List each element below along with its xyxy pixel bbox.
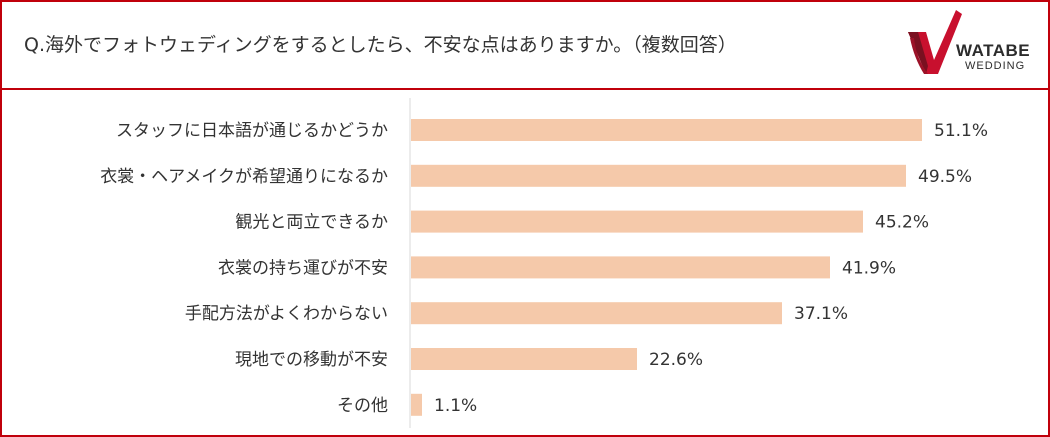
value-label: 51.1% <box>934 121 988 141</box>
category-label: 衣裳の持ち運びが不安 <box>218 258 388 278</box>
bar <box>411 302 782 325</box>
bar <box>411 393 422 416</box>
logo-subtext: WEDDING <box>965 60 1026 72</box>
value-label: 22.6% <box>649 350 703 370</box>
bar <box>411 348 637 370</box>
question-title: Q.海外でフォトウェディングをするとしたら、不安な点はありますか。（複数回答） <box>24 34 737 56</box>
value-label: 45.2% <box>875 213 929 233</box>
bar <box>411 164 906 187</box>
category-label: 観光と両立できるか <box>235 213 388 233</box>
category-label: その他 <box>337 396 388 416</box>
header: Q.海外でフォトウェディングをするとしたら、不安な点はありますか。（複数回答） … <box>2 2 1048 90</box>
value-label: 41.9% <box>842 258 896 278</box>
value-label: 37.1% <box>794 304 848 324</box>
bar <box>411 119 922 141</box>
category-label: 衣裳・ヘアメイクが希望通りになるか <box>100 167 388 187</box>
category-label: 手配方法がよくわからない <box>185 304 388 324</box>
value-label: 49.5% <box>918 167 972 187</box>
checkmark-logo-icon <box>908 10 962 74</box>
watabe-wedding-logo: WATABE WEDDING <box>904 8 1042 78</box>
bar-chart: スタッフに日本語が通じるかどうか 51.1% 衣裳・ヘアメイクが希望通りになるか 49… <box>100 98 988 428</box>
category-label: 現地での移動が不安 <box>235 350 388 370</box>
bar <box>411 210 863 233</box>
bar <box>411 256 830 279</box>
logo-wordmark: WATABE <box>956 41 1031 60</box>
category-label: スタッフに日本語が通じるかどうか <box>116 121 388 141</box>
value-label: 1.1% <box>434 396 477 416</box>
